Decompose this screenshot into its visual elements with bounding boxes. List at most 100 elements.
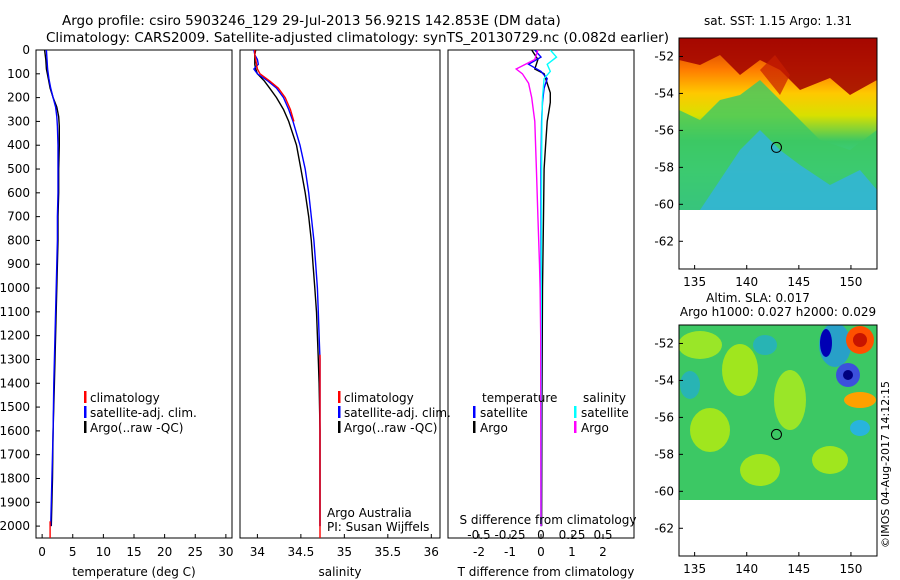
lat-tick-label: -62 [654,521,674,535]
x-tick-label: 36 [424,545,439,559]
lon-tick-label: 145 [787,275,810,289]
x-tick-label: 25 [188,545,203,559]
depth-tick-label: 1300 [0,352,30,366]
legend-sal-argo-swatch [574,421,577,433]
sst-map-frame [678,37,878,270]
sla-map-title1: Altim. SLA: 0.017 [706,291,810,305]
legend-temp-argo-label: Argo [480,421,508,435]
depth-tick-label: 900 [7,257,30,271]
legend-sal-satellite-label: satellite [581,406,629,420]
depth-tick-label: 100 [7,67,30,81]
legend-argo-label: Argo(..raw -QC) [344,421,437,435]
lon-tick-label: 145 [787,562,810,576]
x-tick-label: -2 [473,545,485,559]
series-line-salinity-argo [514,50,542,527]
x-tick-label: 35.5 [374,545,401,559]
x-tick-label: 2 [599,545,607,559]
legend-satellite-label: satellite-adj. clim. [90,406,197,420]
x-tick-label: 34.5 [288,545,315,559]
legend-climatology-swatch [84,391,87,403]
salinity-x-axis: 34 34.5 35 35.5 36 [250,534,439,559]
series-line-salinity-satellite [540,50,558,527]
depth-tick-label: 500 [7,162,30,176]
lat-tick-label: -54 [654,86,674,100]
top-tick-label: -0.25 [494,528,525,542]
lon-tick-label: 150 [839,562,862,576]
lat-tick-label: -60 [654,197,674,211]
legend-argo-swatch [338,421,341,433]
lat-tick-label: -56 [654,410,674,424]
x-tick-label: 1 [568,545,576,559]
top-tick-label: 0 [537,528,545,542]
depth-tick-label: 300 [7,114,30,128]
x-tick-label: 15 [126,545,141,559]
depth-tick-label: 1500 [0,400,30,414]
sst-float-marker [770,141,782,153]
difference-series [514,50,558,527]
depth-tick-label: 1200 [0,329,30,343]
x-tick-label: 0 [537,545,545,559]
legend-climatology-label: climatology [90,391,160,405]
depth-tick-label: 2000 [0,519,30,533]
sst-map-panel: sat. SST: 1.15 Argo: 1.31 -52 -54 -56 -58 -6… [654,14,878,289]
lon-tick-label: 135 [683,275,706,289]
difference-legend: temperature salinity satellite satellite… [473,391,629,435]
depth-tick-label: 1900 [0,495,30,509]
salinity-xlabel: salinity [318,565,361,579]
lat-tick-label: -52 [654,336,674,350]
depth-tick-label: 1600 [0,424,30,438]
salinity-legend: climatology satellite-adj. clim. Argo(..… [338,391,451,435]
figure-title-line2: Climatology: CARS2009. Satellite-adjuste… [46,30,669,46]
sst-map-title: sat. SST: 1.15 Argo: 1.31 [704,14,852,28]
lat-tick-label: -54 [654,373,674,387]
x-tick-label: 35 [337,545,352,559]
temperature-xlabel: temperature (deg C) [72,565,195,579]
x-tick-label: -1 [504,545,516,559]
salinity-series [252,50,321,538]
x-tick-label: 10 [96,545,111,559]
x-tick-label: 20 [157,545,172,559]
series-line-satellite-adj-clim- [45,50,59,527]
depth-tick-label: 600 [7,186,30,200]
series-line-argo-raw-qc- [254,50,321,527]
sla-map-frame [678,324,878,557]
legend-temp-argo-swatch [473,421,476,433]
series-line-climatology [254,50,295,122]
lon-tick-label: 140 [735,562,758,576]
sst-map-axes: -52 -54 -56 -58 -60 -62 135 140 145 150 [654,49,862,289]
depth-tick-label: 1700 [0,448,30,462]
depth-tick-label: 0 [22,43,30,57]
depth-tick-label: 1000 [0,281,30,295]
sla-map-image [679,325,877,556]
lat-tick-label: -62 [654,234,674,248]
legend-satellite-swatch [338,406,341,418]
temperature-legend: climatology satellite-adj. clim. Argo(..… [84,391,197,435]
legend-climatology-swatch [338,391,341,403]
depth-tick-label: 700 [7,210,30,224]
x-tick-label: 0 [38,545,46,559]
temperature-axes-frame [35,49,233,539]
pi-label: PI: Susan Wijffels [327,520,429,534]
series-line-satellite-adj-clim- [252,50,321,527]
legend-temp-satellite-label: satellite [480,406,528,420]
lat-tick-label: -56 [654,123,674,137]
temperature-x-axis: 0 5 10 15 20 25 30 [38,534,234,559]
depth-tick-label: 1800 [0,471,30,485]
top-tick-label: -0.5 [467,528,490,542]
depth-tick-label: 400 [7,138,30,152]
sla-map-panel: Altim. SLA: 0.017 Argo h1000: 0.027 h200… [654,291,878,576]
depth-axis: 0 100 200 300 400 500 600 700 800 900 1000 1100 1200… [0,43,40,533]
figure-title-line1: Argo profile: csiro 5903246_129 29-Jul-2… [62,13,561,29]
top-tick-label: 0.5 [593,528,612,542]
legend-temp-satellite-swatch [473,406,476,418]
x-tick-label: 34 [250,545,265,559]
legend-satellite-swatch [84,406,87,418]
lat-tick-label: -52 [654,49,674,63]
sla-map-axes: -52 -54 -56 -58 -60 -62 135 140 145 150 [654,336,862,576]
series-line-temperature-satellite [527,50,548,527]
sst-map-image [679,38,877,269]
lat-tick-label: -58 [654,447,674,461]
legend-sal-argo-label: Argo [581,421,609,435]
lon-tick-label: 150 [839,275,862,289]
